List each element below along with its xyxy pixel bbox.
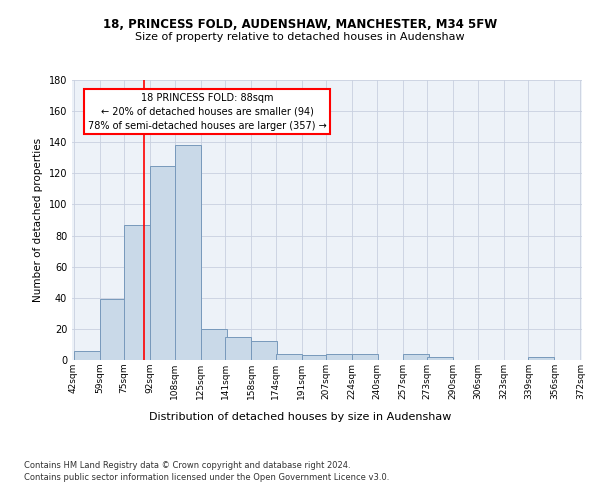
Bar [403, 354, 429, 360]
Text: 18, PRINCESS FOLD, AUDENSHAW, MANCHESTER, M34 5FW: 18, PRINCESS FOLD, AUDENSHAW, MANCHESTER… [103, 18, 497, 30]
Y-axis label: Number of detached properties: Number of detached properties [33, 138, 43, 302]
Bar [200, 329, 227, 360]
Text: Contains public sector information licensed under the Open Government Licence v3: Contains public sector information licen… [24, 473, 389, 482]
Bar [529, 357, 554, 360]
Bar [225, 336, 251, 360]
Bar [100, 300, 125, 360]
Bar [150, 166, 176, 360]
Bar [175, 146, 200, 360]
Text: Contains HM Land Registry data © Crown copyright and database right 2024.: Contains HM Land Registry data © Crown c… [24, 460, 350, 469]
Bar [326, 354, 352, 360]
Bar [427, 357, 454, 360]
Text: Size of property relative to detached houses in Audenshaw: Size of property relative to detached ho… [135, 32, 465, 42]
Text: Distribution of detached houses by size in Audenshaw: Distribution of detached houses by size … [149, 412, 451, 422]
Text: 18 PRINCESS FOLD: 88sqm
← 20% of detached houses are smaller (94)
78% of semi-de: 18 PRINCESS FOLD: 88sqm ← 20% of detache… [88, 92, 326, 130]
Bar [251, 342, 277, 360]
Bar [302, 356, 328, 360]
Bar [275, 354, 302, 360]
Bar [124, 224, 150, 360]
Bar [74, 350, 100, 360]
Bar [352, 354, 379, 360]
